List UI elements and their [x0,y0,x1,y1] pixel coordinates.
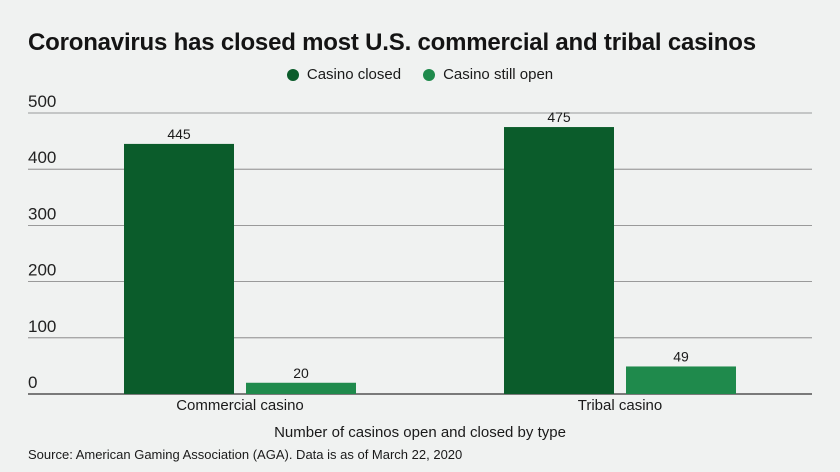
bar-closed-0 [124,143,234,394]
bar-closed-1 [504,127,614,395]
source-note: Source: American Gaming Association (AGA… [28,447,463,462]
legend-label-closed: Casino closed [306,66,402,83]
y-tick-label: 0 [28,373,37,392]
chart-legend: Casino closed Casino still open [0,66,840,83]
y-tick-label: 300 [28,204,56,223]
data-label: 20 [293,365,309,381]
y-tick-label: 100 [28,317,56,336]
data-label: 445 [167,126,191,142]
legend-swatch-open [423,68,436,81]
legend-label-open: Casino still open [443,66,554,83]
bar-open-1 [626,366,736,394]
x-tick-label: Tribal casino [578,397,662,414]
y-tick-label: 500 [28,92,56,111]
legend-swatch-closed [286,68,299,81]
y-tick-label: 200 [28,261,56,280]
x-tick-label: Commercial casino [176,397,304,414]
x-axis-title: Number of casinos open and closed by typ… [274,424,566,441]
chart-title: Coronavirus has closed most U.S. commerc… [28,29,756,56]
legend-item-closed: Casino closed [286,66,402,83]
data-label: 475 [547,109,571,125]
legend-item-open: Casino still open [423,66,553,83]
y-tick-label: 400 [28,148,56,167]
data-label: 49 [673,348,689,364]
bar-open-0 [246,382,356,394]
